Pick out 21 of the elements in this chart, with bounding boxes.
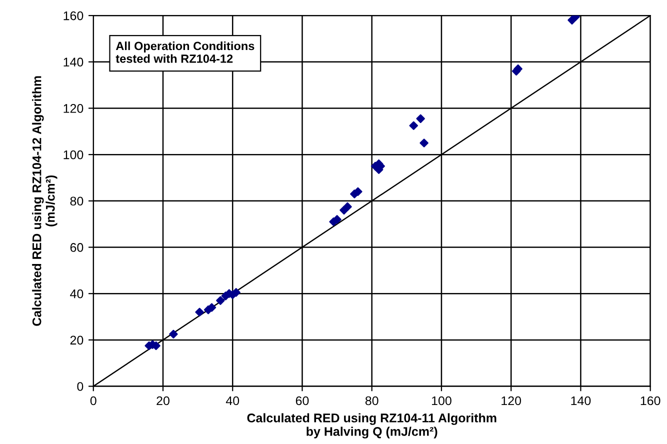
- y-tick-label: 60: [70, 243, 84, 252]
- x-tick-label: 160: [640, 396, 660, 406]
- y-tick-label: 160: [64, 11, 84, 20]
- x-tick-label: 20: [156, 396, 170, 406]
- y-axis-title: Calculated RED using RZ104-12 Algorithm (mJ/cm²): [32, 76, 58, 326]
- x-tick-label: 0: [90, 396, 96, 406]
- y-tick-label: 80: [70, 196, 84, 206]
- y-tick-label: 0: [77, 382, 84, 391]
- y-tick-label: 40: [70, 289, 84, 298]
- y-tick-label: 140: [64, 58, 84, 67]
- y-tick-label: 120: [64, 104, 84, 113]
- x-tick-label: 120: [502, 396, 522, 406]
- annotation: All Operation Conditions tested with RZ104-12: [116, 41, 254, 63]
- x-tick-label: 40: [226, 396, 240, 406]
- y-tick-label: 100: [64, 150, 84, 160]
- x-tick-label: 80: [365, 396, 378, 406]
- x-tick-label: 100: [432, 396, 452, 406]
- x-tick-label: 60: [296, 396, 309, 406]
- x-axis-title: Calculated RED using RZ104-11 Algorithm by Halving Q (mJ/cm²): [247, 413, 496, 438]
- x-tick-label: 140: [571, 396, 591, 406]
- y-tick-label: 20: [70, 336, 84, 345]
